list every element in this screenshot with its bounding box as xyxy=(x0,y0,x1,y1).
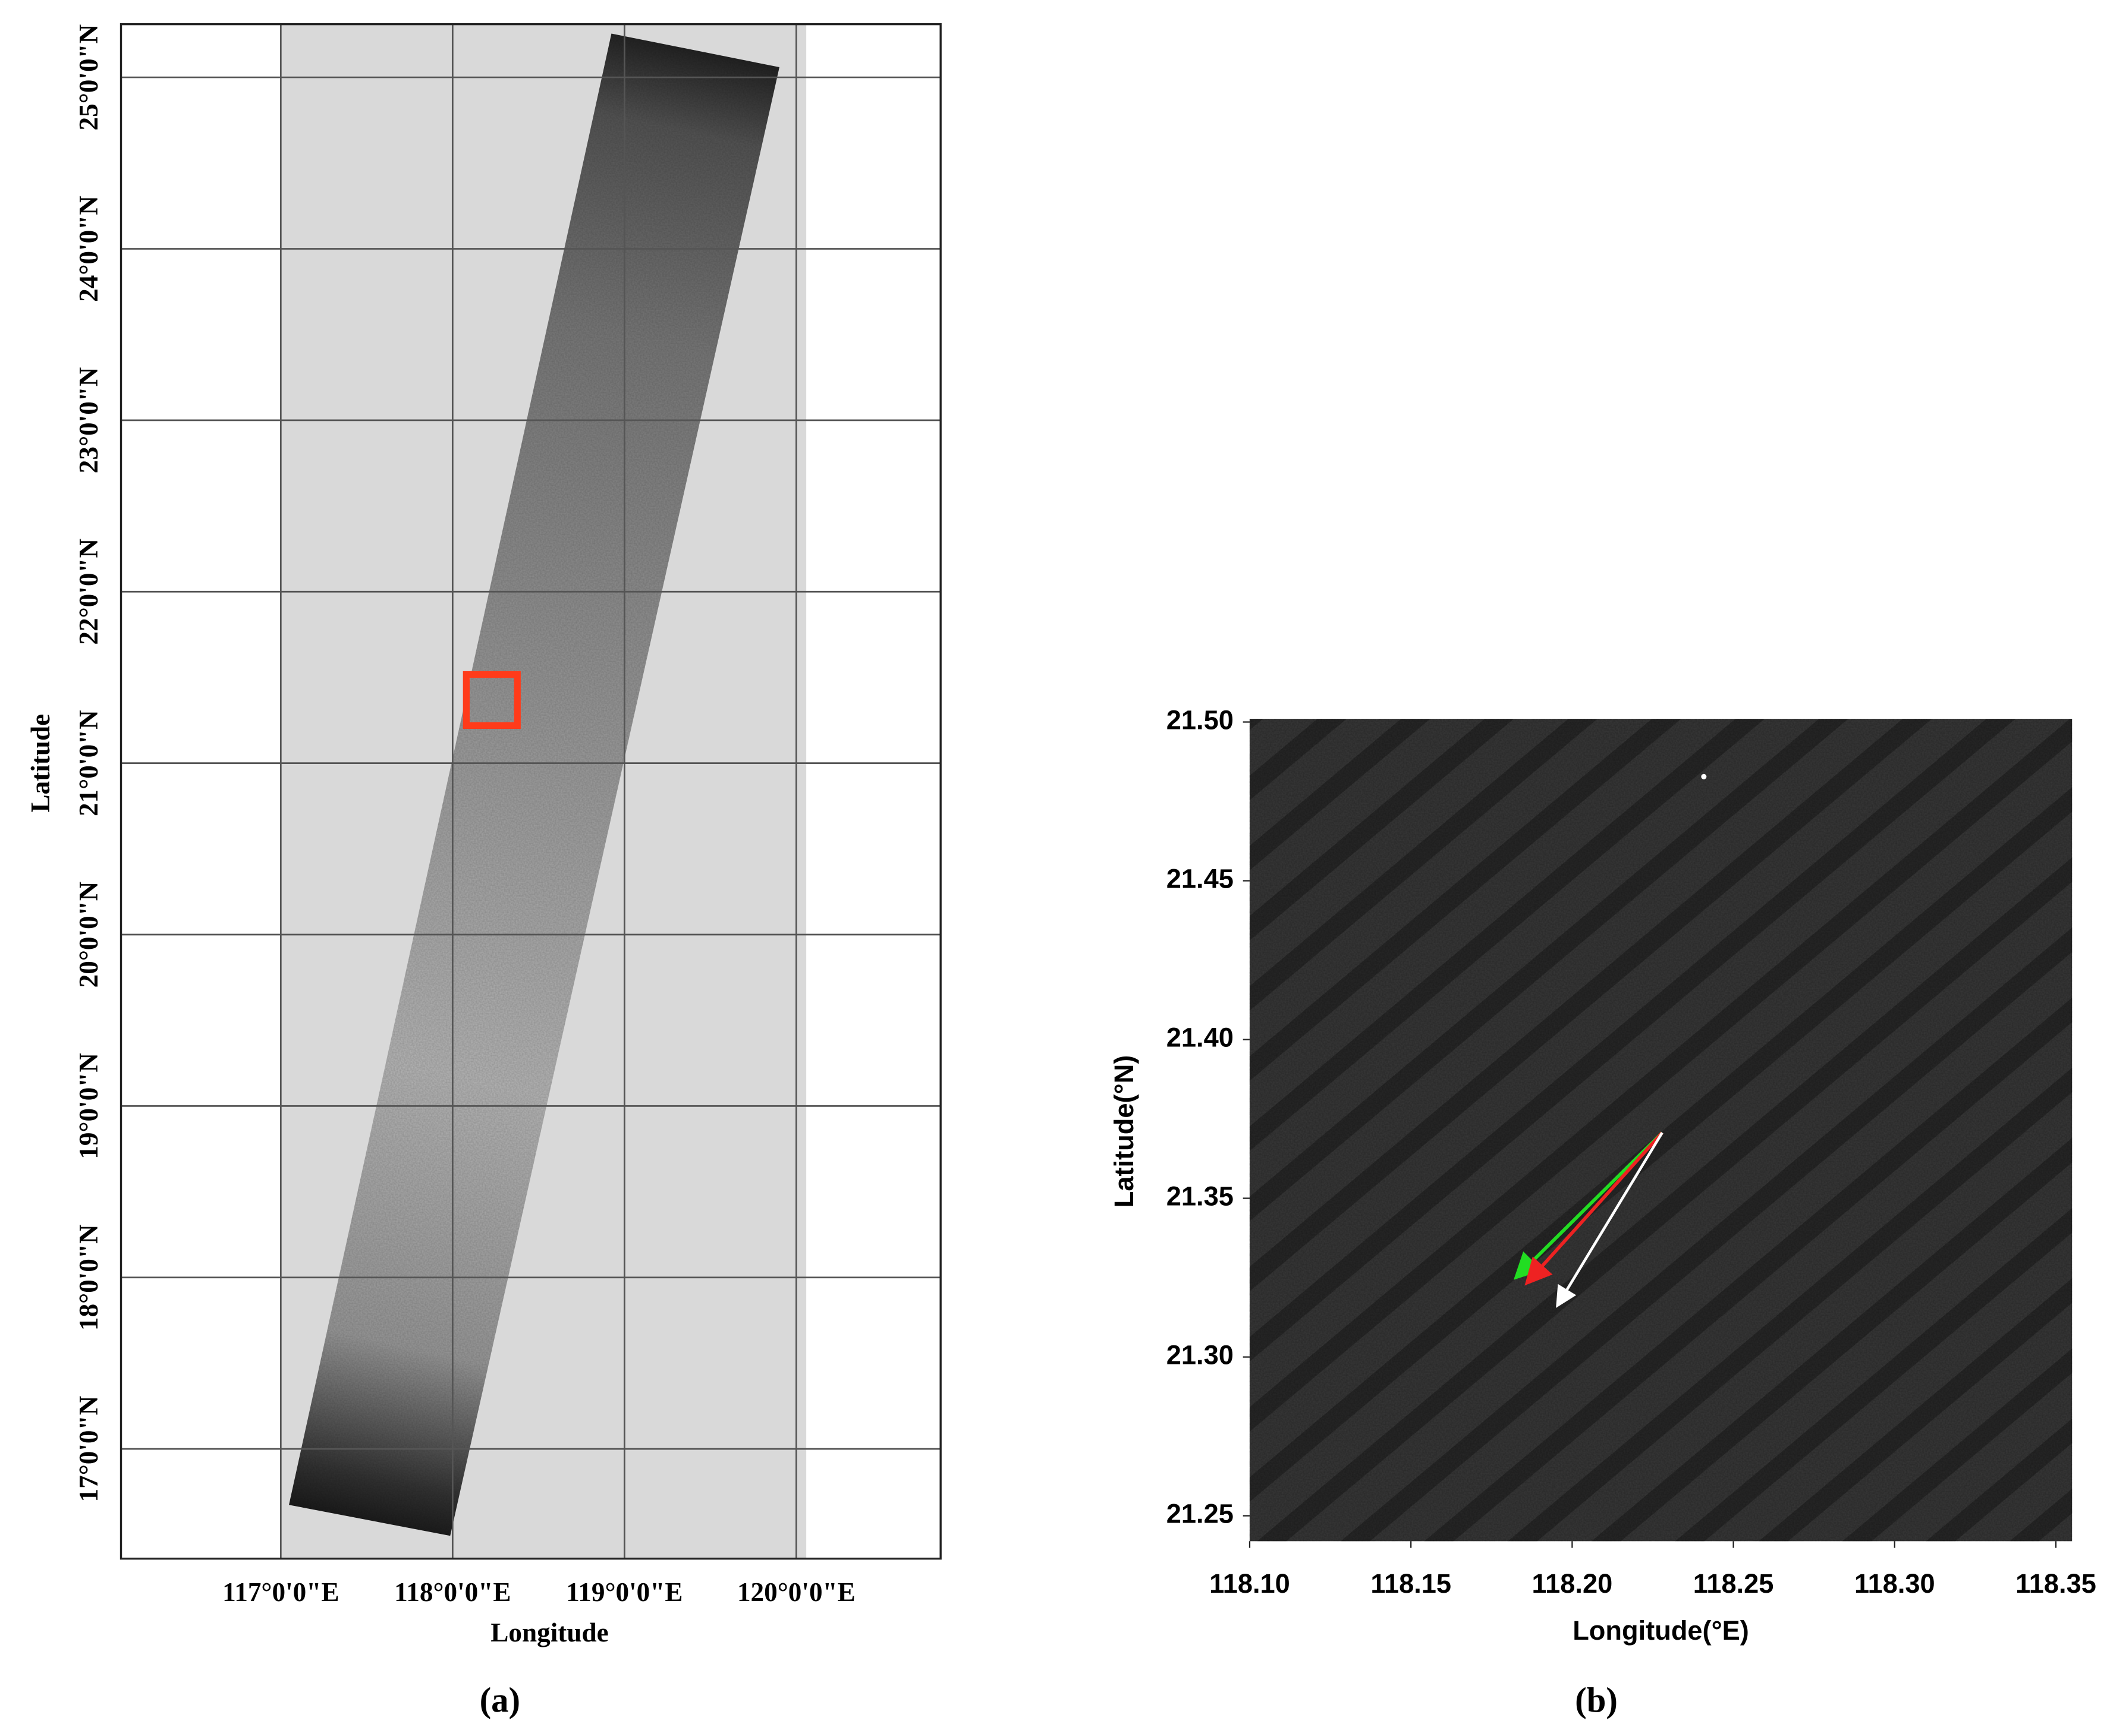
x-tick-label: 118.25 xyxy=(1693,1568,1774,1599)
x-tick-label: 118.35 xyxy=(2015,1568,2096,1599)
panel-b-background xyxy=(1249,719,2073,1542)
x-tick-label: 118.10 xyxy=(1209,1568,1290,1599)
y-tick-label: 20°0'0"N xyxy=(74,881,103,987)
red-arrow xyxy=(1524,1131,1663,1286)
x-axis-label: Longitude xyxy=(490,1618,608,1647)
panel-a-background xyxy=(281,24,807,1559)
y-tick-label: 18°0'0"N xyxy=(74,1224,103,1331)
y-tick-label: 21.45 xyxy=(1166,863,1234,894)
y-axis-label: Latitude(°N) xyxy=(1109,1055,1139,1208)
green-arrow xyxy=(1513,1131,1663,1280)
y-tick-label: 21.35 xyxy=(1166,1181,1234,1211)
x-tick-label: 118.15 xyxy=(1370,1568,1451,1599)
white-arrow xyxy=(1556,1132,1663,1308)
x-tick-label: 118.20 xyxy=(1532,1568,1613,1599)
x-tick-label: 120°0'0"E xyxy=(737,1577,856,1607)
y-tick-label: 24°0'0"N xyxy=(74,196,103,302)
y-tick-label: 22°0'0"N xyxy=(74,538,103,644)
y-tick-label: 23°0'0"N xyxy=(74,367,103,473)
plot-frame xyxy=(119,23,942,1560)
x-tick-label: 118.30 xyxy=(1854,1568,1935,1599)
y-tick-label: 21.25 xyxy=(1166,1499,1234,1529)
x-tick-label: 119°0'0"E xyxy=(566,1577,683,1607)
panel-label: (b) xyxy=(1575,1681,1618,1719)
x-axis-label: Longitude(°E) xyxy=(1573,1615,1749,1646)
y-tick-label: 21.50 xyxy=(1166,705,1234,735)
y-axis-label: Latitude xyxy=(26,714,55,813)
x-tick-label: 117°0'0"E xyxy=(222,1577,339,1607)
sar-noise xyxy=(1249,719,2073,1542)
bright-target xyxy=(1701,773,1707,779)
y-tick-label: 21°0'0"N xyxy=(74,710,103,816)
y-tick-label: 25°0'0"N xyxy=(74,24,103,130)
study-area-box xyxy=(463,671,521,729)
y-tick-label: 21.40 xyxy=(1166,1022,1234,1052)
y-tick-label: 17°0'0"N xyxy=(74,1395,103,1502)
y-tick-label: 21.30 xyxy=(1166,1339,1234,1370)
y-tick-label: 19°0'0"N xyxy=(74,1053,103,1159)
panel-label: (a) xyxy=(480,1681,521,1719)
x-tick-label: 118°0'0"E xyxy=(394,1577,511,1607)
